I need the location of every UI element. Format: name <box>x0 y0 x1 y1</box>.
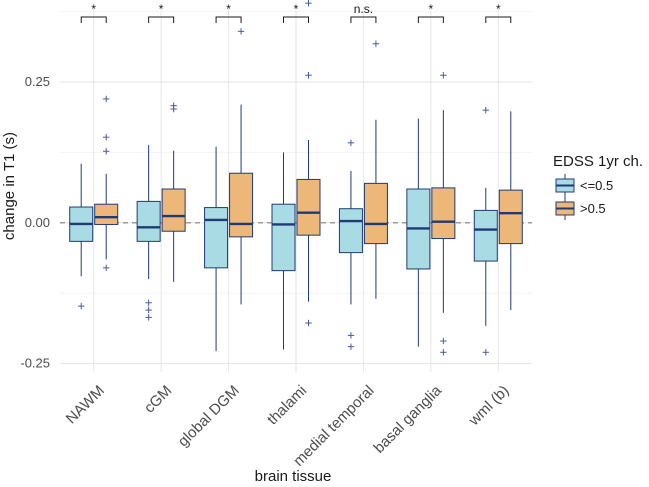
box-iqr <box>296 178 321 236</box>
box-group <box>204 146 229 352</box>
outlier-point <box>78 302 85 310</box>
outlier-point <box>440 349 447 356</box>
box-iqr <box>136 200 161 242</box>
x-tick-label: wml (b) <box>465 382 512 429</box>
significance-bracket <box>148 16 175 23</box>
box-iqr <box>363 182 388 245</box>
significance-label: * <box>294 2 299 16</box>
box-iqr <box>271 203 296 272</box>
legend-entry: <=0.5 <box>555 174 613 197</box>
y-tick-label: 0.25 <box>25 74 50 89</box>
grid <box>60 6 532 372</box>
box-group <box>498 111 523 311</box>
box-iqr <box>338 208 363 254</box>
outlier-point <box>482 349 489 356</box>
x-tick-label: global DGM <box>175 382 243 450</box>
box-group <box>161 102 186 282</box>
outlier-point <box>103 148 110 155</box>
legend: EDSS 1yr ch. <=0.5 >0.5 <box>553 153 643 220</box>
box-iqr <box>204 207 229 269</box>
x-axis-label: brain tissue <box>255 468 332 485</box>
box-group <box>296 0 321 327</box>
outlier-point <box>305 0 312 7</box>
outlier-point <box>305 319 312 327</box>
y-tick-label: -0.25 <box>20 356 50 371</box>
significance-bracket <box>215 16 242 23</box>
box-group <box>431 72 456 356</box>
outlier-point <box>237 28 245 35</box>
x-tick-label: cGM <box>141 382 175 416</box>
legend-title: EDSS 1yr ch. <box>553 153 643 170</box>
outlier-point <box>145 314 152 321</box>
box-iqr <box>229 172 254 238</box>
significance-bracket <box>283 16 309 23</box>
box-group <box>406 118 431 347</box>
significance-bracket <box>485 16 512 23</box>
box-group <box>473 106 498 356</box>
x-tick-label: basal ganglia <box>371 382 446 457</box>
outlier-point <box>305 72 312 79</box>
y-tick-label: 0.00 <box>25 215 50 230</box>
outlier-point <box>440 72 447 79</box>
box-group <box>229 28 254 305</box>
significance-bracket <box>80 16 107 23</box>
box-iqr <box>94 203 119 225</box>
box-iqr <box>473 209 498 262</box>
box-iqr <box>498 189 523 245</box>
legend-entry-label: <=0.5 <box>580 178 613 193</box>
outlier-point <box>482 106 489 114</box>
outlier-point <box>103 264 110 272</box>
significance-label: * <box>226 2 231 16</box>
outlier-point <box>170 105 177 113</box>
outlier-point <box>103 95 110 103</box>
legend-entry-label: >0.5 <box>580 201 606 216</box>
outlier-point <box>347 332 355 339</box>
significance-label: * <box>429 2 434 16</box>
box-group <box>94 95 119 272</box>
significance-label: n.s. <box>354 2 373 16</box>
box-group <box>363 40 388 299</box>
box-group <box>69 163 94 310</box>
x-tick-label: NAWM <box>63 382 108 427</box>
significance-bracket <box>350 16 377 23</box>
significance-label: * <box>159 2 164 16</box>
legend-entry: >0.5 <box>555 197 606 220</box>
box-group <box>338 139 363 350</box>
box-group <box>271 152 296 350</box>
y-axis-label: change in T1 (s) <box>1 132 18 240</box>
outlier-point <box>440 337 447 345</box>
outlier-point <box>372 40 380 47</box>
outlier-point <box>145 306 152 314</box>
y-axis-ticks: -0.25 0.00 0.25 <box>20 74 50 371</box>
boxes <box>69 0 523 356</box>
x-tick-label: thalami <box>264 382 310 428</box>
box-iqr <box>161 188 186 232</box>
outlier-point <box>145 299 152 306</box>
box-group <box>136 145 161 321</box>
outlier-point <box>103 133 110 141</box>
outlier-point <box>347 343 355 350</box>
significance-label: * <box>496 2 501 16</box>
significance-label: * <box>91 2 96 16</box>
significance-bracket <box>417 16 444 23</box>
outlier-point <box>347 139 355 147</box>
significance-brackets: * * * * n.s. * * <box>80 2 512 23</box>
box-iqr <box>431 187 456 240</box>
